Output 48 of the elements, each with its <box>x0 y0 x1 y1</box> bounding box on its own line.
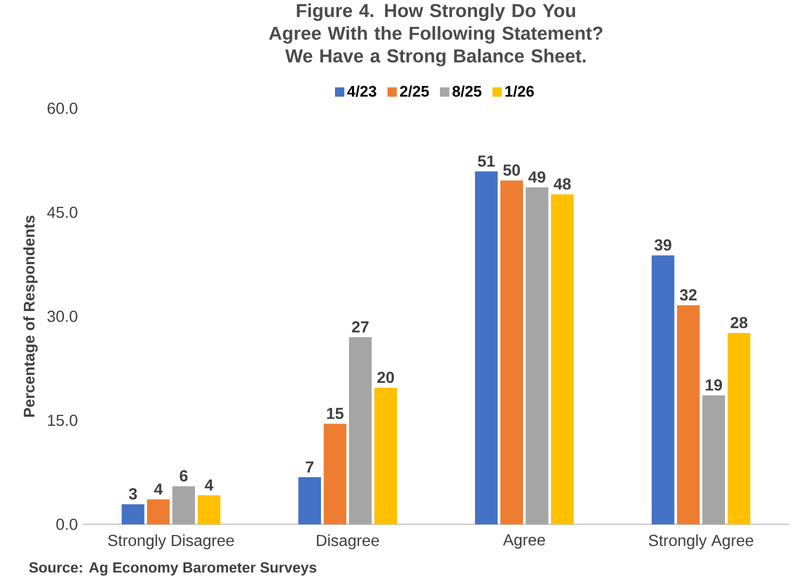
y-tick-label: 60.0 <box>48 102 78 114</box>
data-label: 32 <box>680 289 697 301</box>
legend-label: 8/25 <box>452 85 482 97</box>
bar <box>551 194 574 524</box>
bar <box>500 180 524 524</box>
x-tick-label: Strongly Disagree <box>108 534 234 550</box>
data-label: 50 <box>503 164 520 176</box>
bar <box>147 499 170 524</box>
data-label: 4 <box>204 480 214 491</box>
data-label: 3 <box>128 488 137 500</box>
bar <box>324 424 346 524</box>
legend-label: 1/26 <box>505 85 534 97</box>
data-label: 28 <box>730 316 748 328</box>
x-tick-label: Agree <box>503 534 545 549</box>
legend-label: 2/25 <box>400 85 429 97</box>
bar <box>526 187 548 524</box>
bar <box>677 305 700 524</box>
x-tick-label: Strongly Agree <box>648 534 754 550</box>
bar <box>702 395 726 524</box>
bar <box>728 332 750 524</box>
y-tick-label: 15.0 <box>48 414 78 426</box>
data-label: 49 <box>528 171 546 183</box>
data-label: 27 <box>352 321 369 332</box>
legend-label: 4/23 <box>347 85 376 97</box>
y-tick-label: 0.0 <box>56 518 78 530</box>
y-tick-label: 45.0 <box>47 206 78 218</box>
data-label: 51 <box>478 156 495 167</box>
chart-title: Figure 4. How Strongly Do You Agree With the Following Statement? We Have a Strong Balance Sheet. <box>269 3 602 66</box>
y-axis-title: Percentage of Respondents <box>23 216 38 417</box>
source-note: Source: Ag Economy Barometer Surveys <box>29 562 316 576</box>
data-label: 39 <box>654 239 672 251</box>
bar <box>652 255 674 524</box>
data-label: 6 <box>180 470 188 482</box>
bar <box>198 495 220 524</box>
data-label: 7 <box>306 461 314 472</box>
bar <box>374 388 398 524</box>
x-tick-label: Disagree <box>316 534 379 550</box>
bar <box>172 486 196 524</box>
data-label: 15 <box>327 408 344 420</box>
bar <box>349 337 372 524</box>
bar <box>122 504 144 524</box>
data-label: 48 <box>554 178 571 190</box>
data-label: 4 <box>154 484 163 495</box>
bar <box>298 477 322 524</box>
y-tick-label: 30.0 <box>47 310 78 322</box>
data-label: 19 <box>706 379 722 391</box>
data-label: 20 <box>377 372 394 384</box>
bar <box>475 171 498 524</box>
